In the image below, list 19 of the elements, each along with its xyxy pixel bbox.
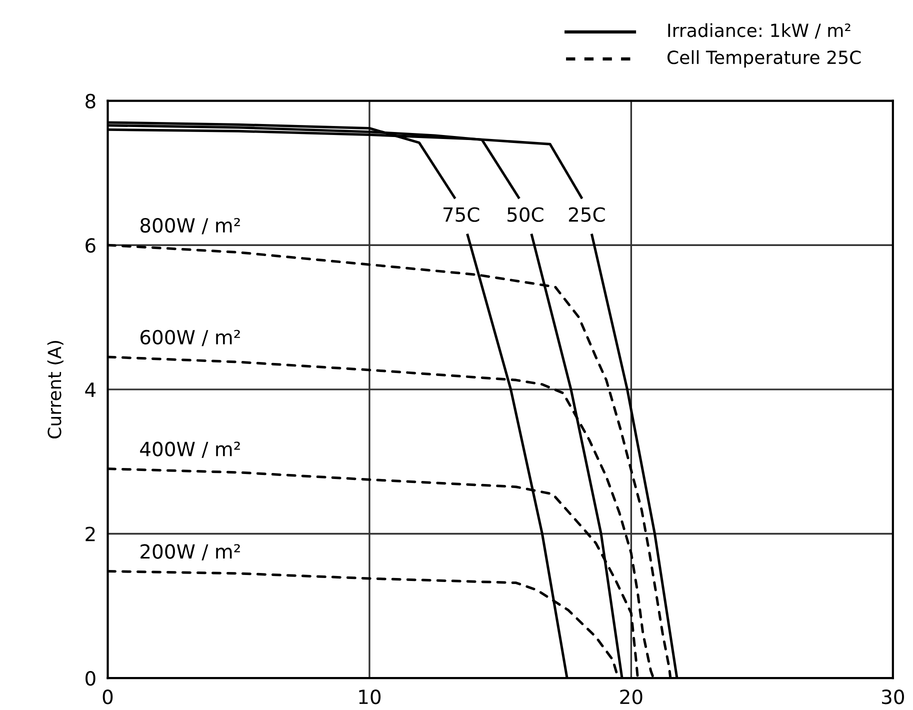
y-tick-label: 6 (86, 238, 96, 253)
series-label: 600W / m² (140, 330, 240, 346)
series-label: 400W / m² (140, 442, 240, 458)
x-tick-label: 30 (882, 690, 904, 704)
series-label: 50C (508, 207, 544, 222)
y-tick-label: 4 (85, 382, 96, 397)
y-tick-label: 8 (86, 94, 96, 108)
y-tick-label: 2 (86, 526, 95, 542)
y-tick-label: 0 (86, 671, 96, 686)
x-tick-label: 20 (620, 690, 642, 704)
series-label: 200W / m² (140, 544, 240, 560)
series-label: 75C (444, 207, 480, 222)
x-tick-label: 10 (359, 690, 381, 704)
text: Cell Temperature 25C (668, 50, 861, 68)
x-tick-label: 0 (102, 690, 113, 704)
series-label: 25C (568, 207, 605, 222)
text: Irradiance: 1kW / m² (668, 23, 850, 39)
series-label: 800W / m² (140, 218, 240, 234)
y-axis-title: Current (A) (47, 340, 64, 438)
